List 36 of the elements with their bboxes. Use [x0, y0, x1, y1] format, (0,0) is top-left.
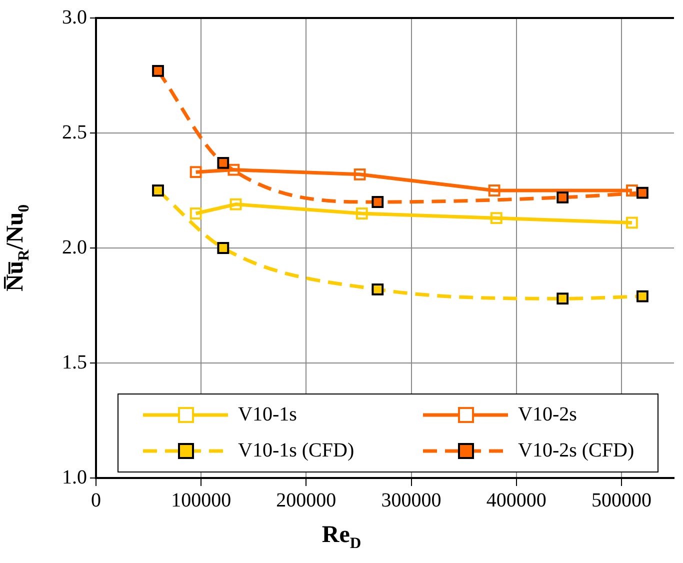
- y-tick-label: 2.5: [62, 121, 87, 144]
- x-tick-label: 200000: [276, 489, 336, 512]
- point: [488, 184, 500, 196]
- y-tick-label: 3.0: [62, 6, 87, 28]
- point: [626, 216, 638, 229]
- legend-label: V10-1s (CFD): [238, 439, 354, 462]
- point: [636, 186, 648, 199]
- x-tick-label: 100000: [171, 489, 232, 512]
- legend-label: V10-2s (CFD): [518, 439, 634, 462]
- point: [356, 208, 368, 220]
- point: [217, 156, 230, 169]
- point: [354, 168, 366, 180]
- x-tick-label: 300000: [381, 489, 442, 512]
- point: [152, 64, 164, 77]
- point: [217, 242, 230, 254]
- point: [228, 164, 240, 176]
- point: [490, 212, 502, 224]
- y-tick-label: 2.0: [62, 236, 87, 258]
- x-tick-label: 0: [91, 489, 101, 512]
- x-axis-title: Re$_{D}$: [320, 522, 362, 553]
- point: [190, 208, 202, 220]
- y-tick-label: 1.0: [62, 466, 87, 488]
- point: [372, 283, 384, 296]
- point: [556, 191, 569, 204]
- legend-label: V10-2s: [518, 403, 578, 426]
- point: [152, 184, 164, 196]
- point: [636, 290, 648, 302]
- point: [626, 184, 638, 196]
- point: [372, 196, 384, 208]
- x-tick-label: 500000: [591, 489, 652, 512]
- point: [190, 166, 202, 178]
- legend-label: V10-1s: [238, 403, 298, 426]
- point: [230, 198, 242, 210]
- x-tick-label: 400000: [486, 489, 546, 512]
- point: [556, 292, 569, 305]
- y-tick-label: 1.5: [62, 351, 87, 374]
